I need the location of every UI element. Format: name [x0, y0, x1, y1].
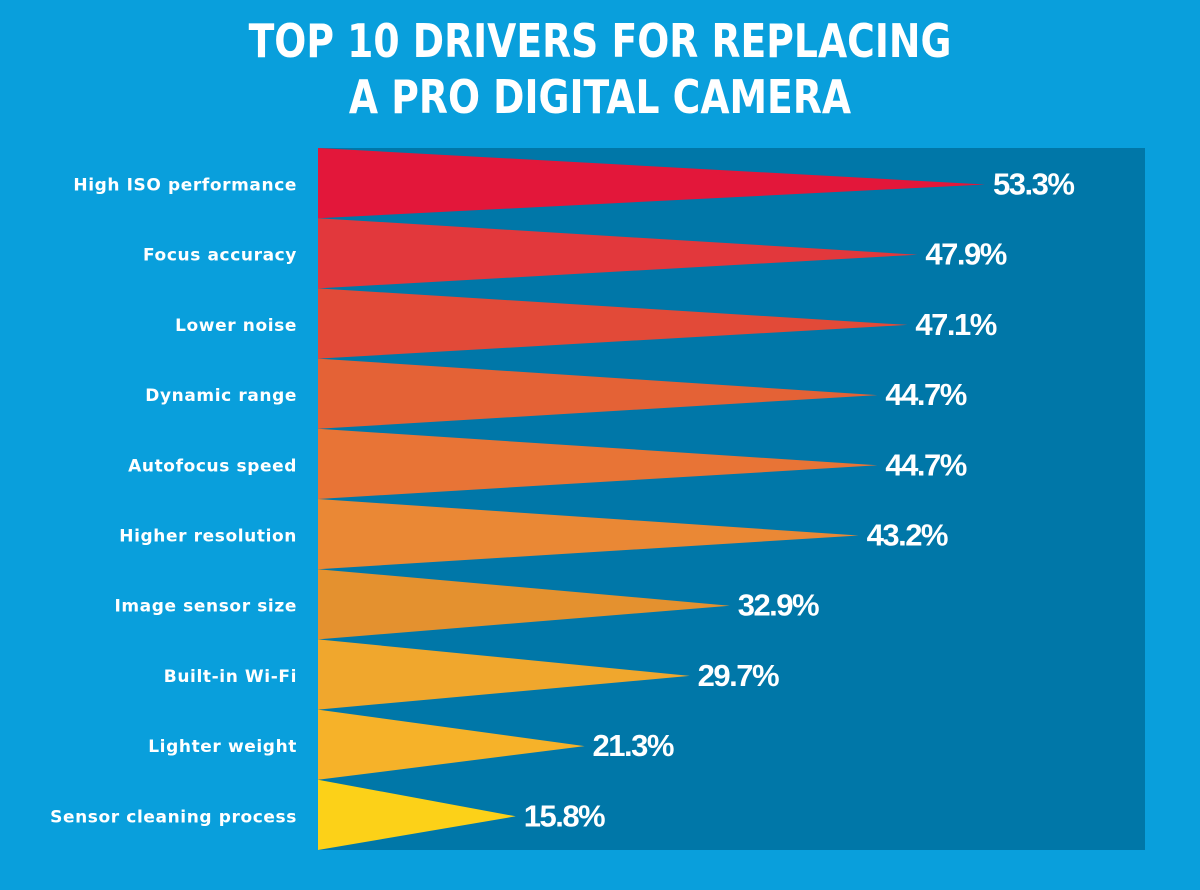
category-label-2: Lower noise [175, 316, 297, 336]
category-label-8: Lighter weight [148, 737, 297, 757]
category-label-7: Built-in Wi-Fi [164, 667, 297, 687]
category-label-6: Image sensor size [114, 597, 297, 617]
bar-9 [318, 779, 516, 850]
category-label-1: Focus accuracy [143, 246, 297, 266]
bar-8 [318, 709, 585, 780]
bar-6 [318, 569, 730, 640]
value-label-5: 43.2% [867, 518, 948, 553]
category-label-5: Higher resolution [119, 527, 297, 547]
bar-3 [318, 358, 878, 429]
category-label-9: Sensor cleaning process [50, 807, 297, 827]
bar-1 [318, 218, 918, 289]
category-label-4: Autofocus speed [128, 456, 297, 476]
value-labels: 53.3% 47.9% 47.1% 44.7% 44.7% 43.2% 32.9% 29.7%… [524, 167, 1076, 834]
value-label-1: 47.9% [925, 237, 1006, 272]
value-label-4: 44.7% [885, 447, 966, 482]
bar-7 [318, 639, 690, 710]
bar-5 [318, 499, 859, 570]
bar-4 [318, 428, 878, 499]
chart-title-line-1: TOP 10 DRIVERS FOR REPLACING [248, 14, 952, 68]
value-label-0: 53.3% [993, 167, 1074, 202]
value-label-3: 44.7% [885, 377, 966, 412]
category-labels: High ISO performance Focus accuracy Lower … [50, 176, 297, 828]
category-label-3: Dynamic range [145, 386, 297, 406]
value-label-6: 32.9% [738, 588, 819, 623]
bars-group [318, 148, 985, 850]
value-label-9: 15.8% [524, 798, 605, 833]
chart-title-line-2: A PRO DIGITAL CAMERA [348, 70, 852, 124]
category-label-0: High ISO performance [73, 176, 297, 196]
value-label-2: 47.1% [915, 307, 996, 342]
bar-2 [318, 288, 908, 359]
bar-0 [318, 148, 985, 219]
value-label-7: 29.7% [698, 658, 779, 693]
value-label-8: 21.3% [593, 728, 674, 763]
